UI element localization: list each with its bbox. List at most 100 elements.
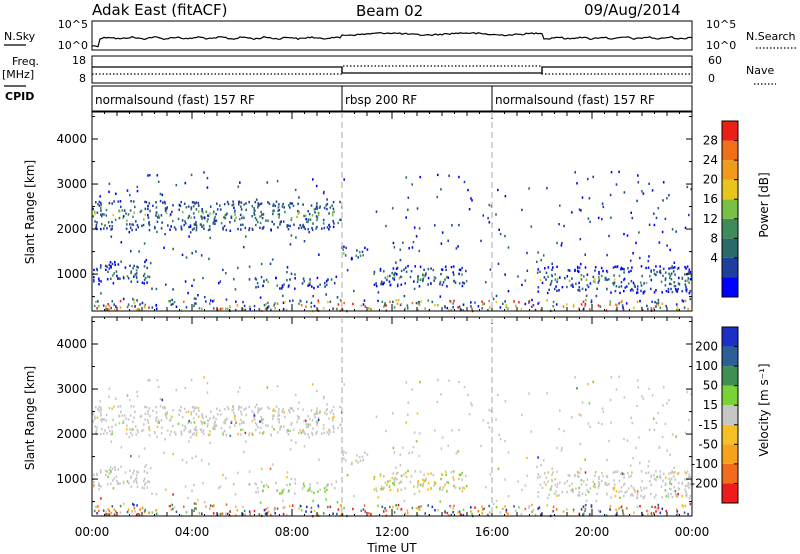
velocity-cell bbox=[471, 404, 473, 407]
power-cell bbox=[463, 180, 466, 184]
velocity-cell bbox=[465, 484, 468, 488]
velocity-cell bbox=[308, 436, 310, 439]
velocity-cell bbox=[550, 478, 553, 482]
power-cell bbox=[243, 203, 245, 206]
power-cell bbox=[248, 228, 250, 232]
power-cell bbox=[539, 270, 541, 273]
power-cell bbox=[653, 269, 655, 272]
velocity-cell bbox=[454, 486, 457, 489]
velocity-cell bbox=[335, 480, 338, 483]
velocity-cell bbox=[670, 471, 672, 475]
velocity-cell bbox=[153, 430, 156, 434]
velocity-cell bbox=[313, 509, 316, 513]
power-cell bbox=[629, 289, 632, 292]
velocity-cell bbox=[143, 423, 145, 426]
power-cell bbox=[180, 200, 182, 204]
power-cell bbox=[264, 307, 267, 310]
power-cell bbox=[289, 206, 291, 209]
power-cell bbox=[135, 276, 138, 280]
power-cell bbox=[248, 305, 251, 308]
velocity-cell bbox=[149, 414, 151, 418]
colorbar-segment bbox=[722, 238, 738, 258]
velocity-cell bbox=[171, 503, 173, 507]
velocity-cell bbox=[215, 417, 217, 421]
velocity-cell bbox=[315, 420, 318, 423]
power-cell bbox=[580, 262, 582, 266]
power-cell bbox=[639, 281, 642, 284]
power-cell bbox=[277, 206, 280, 209]
velocity-cell bbox=[672, 475, 675, 478]
power-cell bbox=[393, 273, 395, 276]
velocity-cell bbox=[217, 487, 220, 490]
power-cell bbox=[259, 202, 262, 206]
power-cell bbox=[139, 303, 141, 306]
velocity-cell bbox=[316, 421, 319, 424]
power-cell bbox=[431, 300, 434, 304]
velocity-cell bbox=[128, 435, 131, 439]
velocity-cell bbox=[357, 461, 359, 464]
power-cell bbox=[666, 197, 668, 200]
power-cell bbox=[592, 275, 595, 279]
power-cell bbox=[606, 288, 608, 291]
velocity-cell bbox=[528, 392, 530, 395]
power-cell bbox=[235, 216, 237, 219]
velocity-cell bbox=[199, 428, 202, 431]
power-cell bbox=[513, 300, 515, 303]
velocity-cell bbox=[239, 418, 242, 422]
velocity-cell bbox=[470, 402, 472, 405]
velocity-cell bbox=[441, 473, 444, 476]
velocity-cell bbox=[155, 406, 157, 409]
velocity-cell bbox=[202, 429, 205, 432]
velocity-cell bbox=[133, 480, 135, 483]
colorbar-tick-label: 24 bbox=[703, 153, 718, 167]
power-cell bbox=[495, 294, 498, 298]
velocity-cell bbox=[121, 414, 124, 417]
velocity-cell bbox=[536, 476, 539, 479]
velocity-cell bbox=[592, 480, 595, 484]
power-cell bbox=[148, 222, 150, 225]
velocity-cell bbox=[172, 409, 174, 412]
power-cell bbox=[526, 251, 528, 255]
power-cell bbox=[329, 300, 332, 303]
velocity-cell bbox=[677, 487, 680, 490]
velocity-cell bbox=[135, 481, 138, 485]
velocity-cell bbox=[362, 508, 365, 511]
power-cell bbox=[566, 275, 569, 278]
power-cell bbox=[249, 307, 251, 311]
velocity-cell bbox=[155, 512, 158, 516]
power-cell bbox=[127, 213, 130, 216]
power-cell bbox=[165, 211, 168, 215]
power-cell bbox=[175, 183, 178, 187]
velocity-cell bbox=[328, 433, 330, 436]
power-cell bbox=[407, 264, 409, 268]
velocity-cell bbox=[145, 406, 148, 409]
power-cell bbox=[289, 278, 291, 281]
velocity-cell bbox=[289, 407, 292, 410]
power-cell bbox=[552, 300, 555, 304]
velocity-cell bbox=[229, 510, 231, 513]
velocity-cell bbox=[194, 428, 197, 431]
power-cell bbox=[618, 170, 620, 173]
power-cell bbox=[192, 212, 195, 215]
time-xlabel: Time UT bbox=[366, 541, 417, 554]
velocity-cell bbox=[598, 481, 600, 484]
power-cell bbox=[560, 244, 563, 247]
power-cell bbox=[357, 256, 359, 259]
velocity-cell bbox=[609, 398, 612, 402]
power-cell bbox=[105, 214, 108, 217]
velocity-cell bbox=[304, 419, 307, 422]
power-cell bbox=[297, 209, 299, 213]
power-cell bbox=[439, 295, 442, 298]
power-cell bbox=[655, 305, 657, 308]
velocity-cell bbox=[689, 482, 692, 486]
velocity-cell bbox=[384, 481, 387, 484]
power-cell bbox=[135, 272, 138, 275]
colorbar-segment bbox=[722, 179, 738, 200]
velocity-cell bbox=[195, 426, 197, 429]
power-cell bbox=[481, 300, 483, 303]
power-cell bbox=[446, 306, 449, 310]
velocity-cell bbox=[632, 494, 634, 497]
power-cell bbox=[625, 285, 628, 288]
power-cell bbox=[659, 265, 661, 268]
